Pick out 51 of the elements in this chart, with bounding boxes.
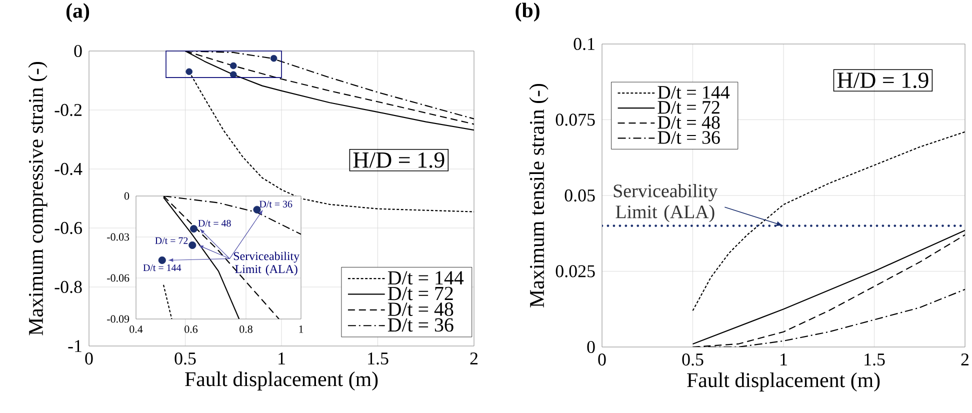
chart-title: (b) (516, 2, 540, 22)
annotation: D/t = 48 (198, 220, 231, 227)
annotation: D/t = 144 (143, 264, 182, 272)
y-tick-label: 0.075 (556, 114, 595, 126)
y-tick-label: -0.8 (54, 280, 82, 294)
y-tick-label: -0.4 (54, 162, 82, 176)
x-axis-title: Fault displacement (m) (185, 372, 378, 390)
x-tick-label: 2 (470, 352, 478, 364)
annotation: D/t = 36 (259, 200, 292, 208)
x-tick-label: 1 (299, 326, 304, 333)
legend-label: D/t = 36 (388, 318, 454, 332)
x-tick-label: 1.5 (368, 352, 388, 365)
y-tick-label: 0 (587, 340, 595, 354)
ref-line-label: Serviceability Limit (ALA) (614, 184, 718, 222)
y-tick-label: 0.025 (556, 265, 595, 278)
y-axis-title: Maximum compressive strain (-) (28, 62, 48, 336)
annotation: H/D = 1.9 (837, 72, 928, 88)
legend-label: D/t = 72 (388, 286, 453, 300)
x-tick-label: 0 (598, 354, 606, 366)
y-tick-label: 0 (74, 44, 82, 58)
y-axis-title: Maximum tensile strain (-) (529, 84, 548, 308)
x-axis-title: Fault displacement (m) (687, 372, 880, 392)
chart-title: (a) (66, 3, 90, 22)
x-tick-label: 0.8 (240, 326, 252, 333)
legend-label: D/t = 144 (388, 271, 464, 285)
x-tick-label: 1 (780, 354, 787, 366)
legend-label: D/t = 36 (658, 131, 720, 144)
y-tick-label: -0.06 (107, 274, 130, 282)
x-tick-label: 0.4 (130, 326, 143, 333)
y-tick-label: -0.03 (107, 233, 130, 241)
y-tick-label: 0.1 (574, 38, 594, 50)
legend-label: D/t = 48 (658, 116, 720, 129)
x-tick-label: 0.6 (184, 326, 198, 333)
y-tick-label: 0 (124, 192, 130, 200)
y-tick-label: -0.2 (54, 104, 82, 116)
y-tick-label: 0.05 (564, 189, 595, 202)
annotation: Serviceability Limit (ALA) (234, 252, 300, 276)
x-tick-label: 1.5 (864, 354, 885, 366)
x-tick-label: 1 (278, 352, 285, 364)
annotation: H/D = 1.9 (353, 152, 444, 168)
x-tick-label: 0.5 (174, 352, 196, 365)
x-tick-label: 2 (961, 354, 969, 366)
legend-label: D/t = 72 (658, 101, 720, 114)
legend-label: D/t = 48 (388, 302, 454, 316)
x-tick-label: 0 (85, 352, 93, 365)
x-tick-label: 0.5 (682, 354, 704, 366)
y-tick-label: -0.09 (107, 315, 130, 323)
y-tick-label: -0.6 (54, 222, 82, 234)
annotation: D/t = 72 (155, 237, 188, 244)
legend-label: D/t = 144 (658, 86, 730, 99)
y-tick-label: -1 (68, 340, 82, 352)
